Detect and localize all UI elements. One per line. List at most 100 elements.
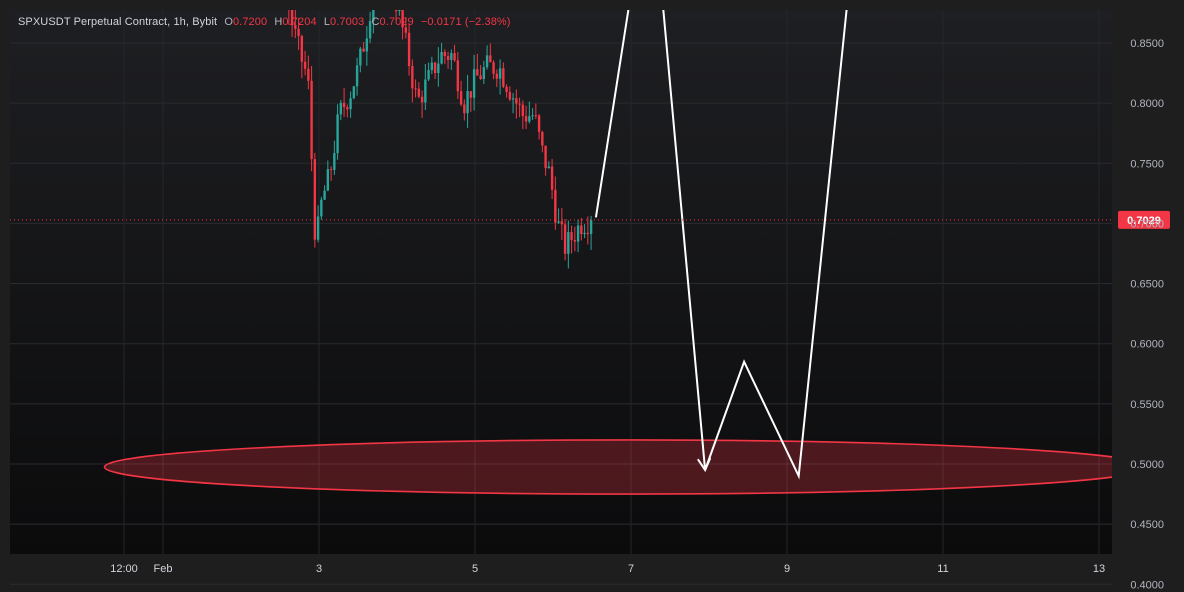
candle-body — [417, 88, 421, 97]
x-tick-label: Feb — [154, 563, 173, 575]
candle-body — [476, 69, 479, 76]
candle-body — [537, 115, 541, 132]
y-tick-label: 0.5500 — [1130, 399, 1164, 411]
candle-body — [505, 86, 508, 92]
candle-body — [437, 63, 440, 73]
candle-body — [502, 68, 505, 87]
candle-body — [307, 68, 310, 81]
candle-body — [333, 153, 336, 170]
candle-body — [567, 232, 570, 254]
candle-body — [492, 62, 495, 74]
candle-body — [580, 225, 583, 235]
candle-body — [518, 103, 521, 105]
close-label: C — [371, 16, 380, 28]
candle-body — [411, 66, 414, 89]
candle-body — [313, 159, 317, 240]
candle-body — [368, 20, 372, 39]
candle-body — [508, 91, 512, 100]
candle-body — [544, 145, 547, 169]
candle-body — [362, 48, 365, 52]
candle-body — [541, 131, 544, 146]
time-axis[interactable]: 12:00 Feb 3 5 7 9 11 13 — [110, 563, 1105, 575]
candle-body — [534, 115, 538, 117]
candle-body — [459, 91, 463, 105]
candle-body — [515, 98, 518, 104]
candle-body — [489, 55, 492, 63]
candle-body — [290, 10, 294, 26]
x-tick-label: 5 — [472, 563, 478, 575]
candle-body — [554, 189, 557, 223]
y-tick-label: 0.7000 — [1130, 218, 1164, 230]
projection-arrowhead — [697, 457, 712, 473]
candle-body — [485, 55, 489, 68]
x-tick-label: 11 — [937, 563, 948, 575]
candle-body — [427, 69, 430, 80]
candle-body — [479, 75, 482, 79]
high-label: H — [274, 16, 283, 28]
x-tick-label: 3 — [316, 563, 322, 575]
y-tick-label: 0.4000 — [1130, 579, 1164, 591]
candle-body — [450, 53, 453, 61]
y-tick-label: 0.6500 — [1130, 279, 1164, 291]
y-tick-label: 0.6000 — [1130, 339, 1164, 351]
change-value: −0.0171 (−2.38%) — [420, 16, 511, 28]
candle-body — [531, 115, 534, 117]
candle-body — [557, 221, 560, 223]
candle-body — [440, 51, 443, 64]
y-tick-label: 0.8000 — [1130, 98, 1164, 110]
candle-body — [511, 98, 515, 100]
candle-body — [550, 166, 554, 190]
candle-body — [420, 96, 424, 103]
candle-body — [352, 86, 356, 99]
last-price-line: 0.7029 — [10, 210, 1170, 229]
close-value: 0.7029 — [379, 16, 414, 28]
candle-body — [346, 107, 349, 110]
candle-body — [310, 80, 313, 160]
candles — [288, 0, 593, 269]
y-tick-label: 0.4500 — [1130, 519, 1164, 531]
x-tick-label: 7 — [628, 563, 634, 575]
low-value: 0.7003 — [330, 16, 365, 28]
y-tick-label: 0.5000 — [1130, 459, 1164, 471]
candle-body — [583, 232, 586, 235]
open-label: O — [224, 16, 233, 28]
target-zones — [103, 439, 1112, 495]
candle-body — [326, 169, 330, 191]
candle-body — [359, 48, 362, 66]
candle-body — [288, 0, 290, 10]
candle-body — [316, 216, 320, 240]
candle-body — [365, 38, 369, 52]
candle-body — [463, 104, 466, 114]
candle-body — [528, 116, 531, 122]
candle-body — [560, 221, 564, 225]
support-zone — [103, 439, 1112, 495]
candle-body — [521, 104, 525, 117]
candle-body — [563, 224, 567, 254]
symbol-legend: SPXUSDT Perpetual Contract, 1h, Bybit O0… — [18, 16, 511, 28]
y-tick-label: 0.7500 — [1130, 158, 1164, 170]
candle-body — [349, 98, 352, 110]
candle-body — [303, 61, 307, 69]
candle-body — [573, 240, 577, 242]
candle-body — [336, 114, 339, 154]
price-axis-background — [1112, 10, 1174, 554]
candle-body — [355, 65, 359, 87]
candle-body — [320, 199, 323, 217]
last-price-tag — [1118, 210, 1170, 229]
candle-body — [401, 10, 404, 28]
candle-body — [524, 116, 528, 122]
candle-body — [430, 62, 434, 70]
price-axis[interactable]: 1.25001.20001.15001.10001.05001.00000.95… — [1130, 0, 1164, 591]
candle-body — [453, 53, 456, 61]
low-label: L — [323, 16, 331, 28]
last-price-label: 0.7029 — [1127, 215, 1161, 227]
candle-body — [570, 232, 573, 241]
candle-body — [495, 73, 499, 79]
candle-body — [589, 219, 593, 234]
symbol-title: SPXUSDT Perpetual Contract, 1h, Bybit — [18, 16, 218, 28]
candle-body — [433, 62, 437, 73]
candle-body — [300, 35, 304, 62]
open-value: 0.7200 — [232, 16, 268, 28]
candle-body — [443, 51, 447, 56]
